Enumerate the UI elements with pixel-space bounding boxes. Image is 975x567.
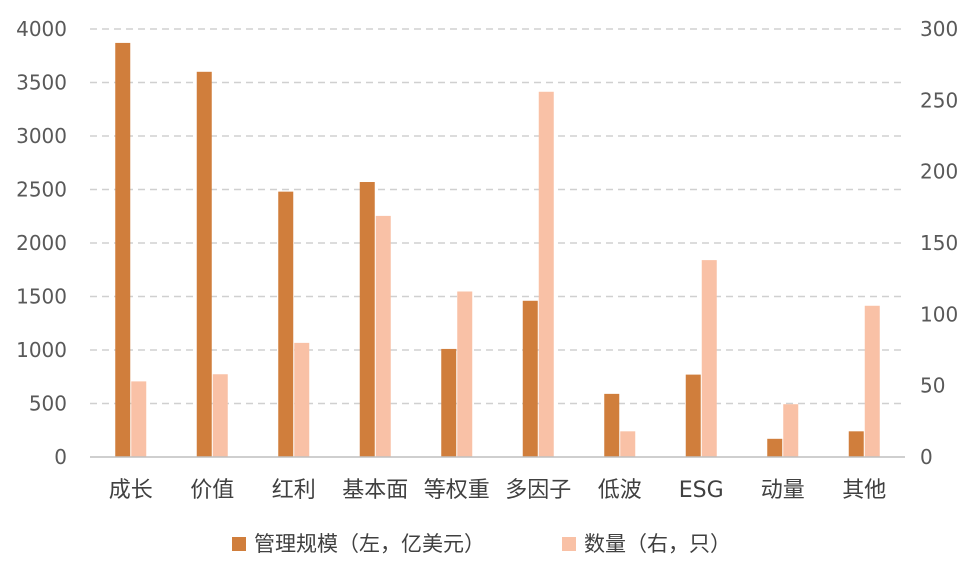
left-y-tick-label: 1000: [16, 338, 67, 362]
left-y-tick-label: 1500: [16, 285, 67, 309]
left-y-axis: 0 500 1000 1500 2000 2500 3000 3500 4000: [16, 17, 67, 469]
bar-aum: [848, 431, 864, 457]
category-label: 价值: [190, 478, 234, 503]
bar-aum: [359, 182, 375, 457]
category-label: 其他: [842, 478, 886, 503]
gridlines: [90, 28, 905, 405]
category-label: 多因子: [505, 478, 571, 503]
bar-count: [212, 374, 228, 457]
legend-label: 数量（右，只）: [584, 532, 731, 556]
right-y-axis: 0 50 100 150 200 250 300: [920, 17, 958, 469]
category-label: 低波: [598, 478, 642, 503]
right-y-tick-label: 250: [920, 88, 958, 112]
legend-swatch: [562, 537, 576, 551]
category-label: 红利: [272, 478, 316, 503]
right-y-tick-label: 50: [920, 374, 945, 398]
left-y-tick-label: 3000: [16, 124, 67, 148]
bar-aum: [441, 348, 457, 457]
right-y-tick-label: 200: [920, 160, 958, 184]
category-label: 等权重: [424, 478, 490, 503]
bar-aum: [604, 393, 620, 457]
left-y-tick-label: 2500: [16, 178, 67, 202]
bar-aum: [115, 42, 131, 457]
bar-count: [131, 381, 147, 457]
legend: 管理规模（左，亿美元） 数量（右，只）: [232, 532, 731, 556]
legend-label: 管理规模（左，亿美元）: [254, 532, 485, 556]
left-y-tick-label: 2000: [16, 231, 67, 255]
bar-series: [115, 42, 880, 458]
left-y-tick-label: 4000: [16, 17, 67, 41]
bar-count: [457, 291, 473, 457]
bar-count: [783, 404, 799, 457]
legend-swatch: [232, 537, 246, 551]
bar-count: [538, 91, 554, 458]
left-y-tick-label: 3500: [16, 71, 67, 95]
bar-aum: [685, 374, 701, 457]
bar-aum: [278, 191, 294, 457]
bar-count: [701, 260, 717, 457]
bar-aum: [767, 438, 783, 457]
bar-aum: [522, 300, 538, 457]
left-y-tick-label: 0: [54, 445, 67, 469]
bar-count: [294, 342, 310, 457]
category-label: ESG: [679, 478, 724, 503]
right-y-tick-label: 150: [920, 231, 958, 255]
category-label: 基本面: [342, 478, 408, 503]
right-y-tick-label: 0: [920, 445, 933, 469]
bar-count: [620, 431, 636, 457]
category-label: 成长: [109, 478, 153, 503]
bar-count: [864, 305, 880, 457]
x-axis-category-labels: 成长 价值 红利 基本面 等权重 多因子 低波 ESG 动量 其他: [109, 478, 887, 503]
right-y-tick-label: 100: [920, 302, 958, 326]
right-y-tick-label: 300: [920, 17, 958, 41]
category-label: 动量: [761, 478, 805, 503]
bar-aum: [196, 71, 212, 458]
left-y-tick-label: 500: [29, 392, 67, 416]
bar-count: [375, 215, 391, 457]
